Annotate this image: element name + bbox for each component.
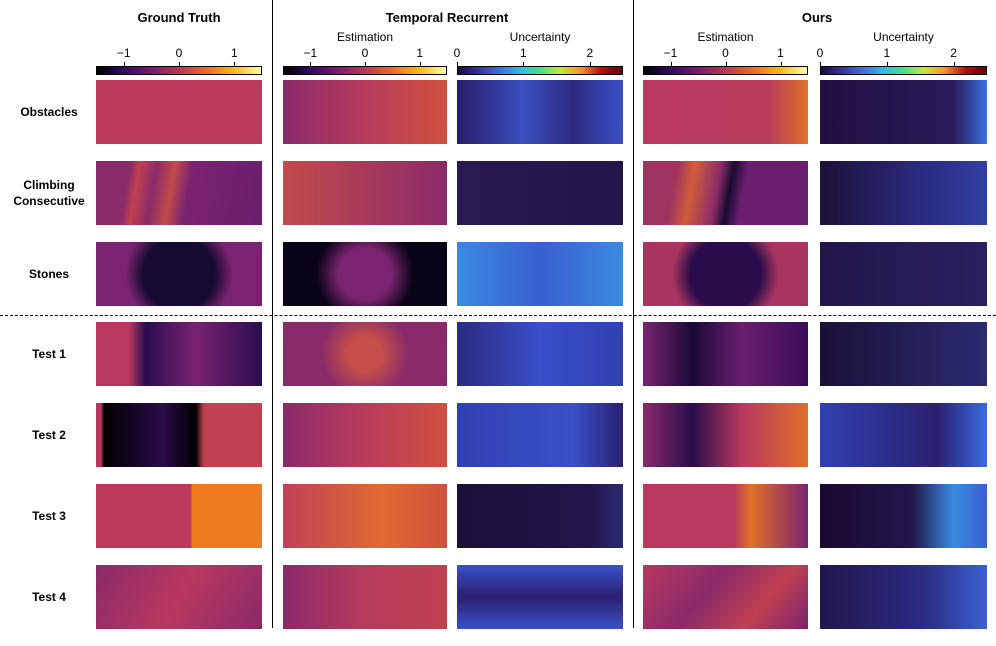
tick-label: 2 xyxy=(950,46,957,60)
tick-label: 2 xyxy=(586,46,594,60)
row-label: Climbing Consecutive xyxy=(13,178,85,208)
tick-label: −1 xyxy=(116,46,131,60)
heatmap xyxy=(96,484,262,548)
heatmap xyxy=(283,80,447,144)
tick-label: 0 xyxy=(453,46,461,60)
heatmap xyxy=(820,322,987,386)
heatmap xyxy=(96,322,262,386)
tick-label: 0 xyxy=(816,46,824,60)
heatmap xyxy=(643,161,808,225)
tick-label: 1 xyxy=(230,46,238,60)
row-label: Test 2 xyxy=(32,428,66,442)
heatmap xyxy=(457,322,623,386)
colorbar xyxy=(457,66,623,75)
separator xyxy=(272,0,273,628)
heatmap xyxy=(96,80,262,144)
heatmap xyxy=(643,484,808,548)
heatmap xyxy=(457,484,623,548)
heatmap xyxy=(457,80,623,144)
panel-label: Uncertainty xyxy=(873,30,934,44)
tick-label: 1 xyxy=(777,46,784,60)
panel-label: Estimation xyxy=(697,30,754,44)
heatmap xyxy=(283,322,447,386)
tick-mark xyxy=(780,62,782,66)
divider xyxy=(0,315,996,316)
group-title: Ours xyxy=(801,10,833,25)
heatmap xyxy=(96,242,262,306)
colorbar xyxy=(643,66,808,75)
row-label: Stones xyxy=(28,267,69,281)
tick-label: 0 xyxy=(175,46,183,60)
heatmap xyxy=(283,565,447,629)
tick-mark xyxy=(123,62,125,66)
heatmap xyxy=(643,80,808,144)
tick-label: 1 xyxy=(883,46,891,60)
heatmap xyxy=(96,161,262,225)
panel-label: Estimation xyxy=(336,30,394,44)
heatmap xyxy=(457,403,623,467)
separator xyxy=(633,0,634,628)
group-title: Ground Truth xyxy=(137,10,221,25)
tick-mark xyxy=(670,62,672,66)
heatmap xyxy=(820,565,987,629)
tick-mark xyxy=(457,62,458,66)
tick-mark xyxy=(886,62,888,66)
tick-mark xyxy=(365,62,366,66)
tick-mark xyxy=(234,62,236,66)
tick-label: −1 xyxy=(303,46,318,60)
group-title: Temporal Recurrent xyxy=(385,10,509,25)
row-label: Obstacles xyxy=(20,105,78,119)
heatmap xyxy=(820,484,987,548)
heatmap xyxy=(457,242,623,306)
heatmap xyxy=(643,322,808,386)
heatmap xyxy=(643,242,808,306)
heatmap xyxy=(820,403,987,467)
tick-label: 1 xyxy=(520,46,527,60)
heatmap xyxy=(283,242,447,306)
heatmap xyxy=(820,161,987,225)
row-label: Test 1 xyxy=(32,347,66,361)
colorbar xyxy=(283,66,447,75)
tick-label: −1 xyxy=(663,46,678,60)
tick-mark xyxy=(179,62,180,66)
heatmap xyxy=(283,161,447,225)
heatmap xyxy=(283,403,447,467)
panel-label: Uncertainty xyxy=(509,30,571,44)
heatmap xyxy=(457,565,623,629)
row-label: Test 3 xyxy=(32,509,66,523)
heatmap xyxy=(643,403,808,467)
tick-mark xyxy=(310,62,312,66)
heatmap xyxy=(820,242,987,306)
tick-label: 0 xyxy=(722,46,729,60)
heatmap xyxy=(643,565,808,629)
tick-mark xyxy=(953,62,955,66)
heatmap xyxy=(283,484,447,548)
tick-mark xyxy=(589,62,591,66)
tick-mark xyxy=(820,62,821,66)
tick-mark xyxy=(523,62,525,66)
colorbar xyxy=(820,66,987,75)
colorbar xyxy=(96,66,262,75)
tick-label: 1 xyxy=(416,46,423,60)
heatmap xyxy=(96,403,262,467)
heatmap xyxy=(96,565,262,629)
row-label: Test 4 xyxy=(32,590,66,604)
heatmap xyxy=(457,161,623,225)
heatmap xyxy=(820,80,987,144)
tick-mark xyxy=(725,62,727,66)
tick-mark xyxy=(419,62,421,66)
tick-label: 0 xyxy=(361,46,369,60)
